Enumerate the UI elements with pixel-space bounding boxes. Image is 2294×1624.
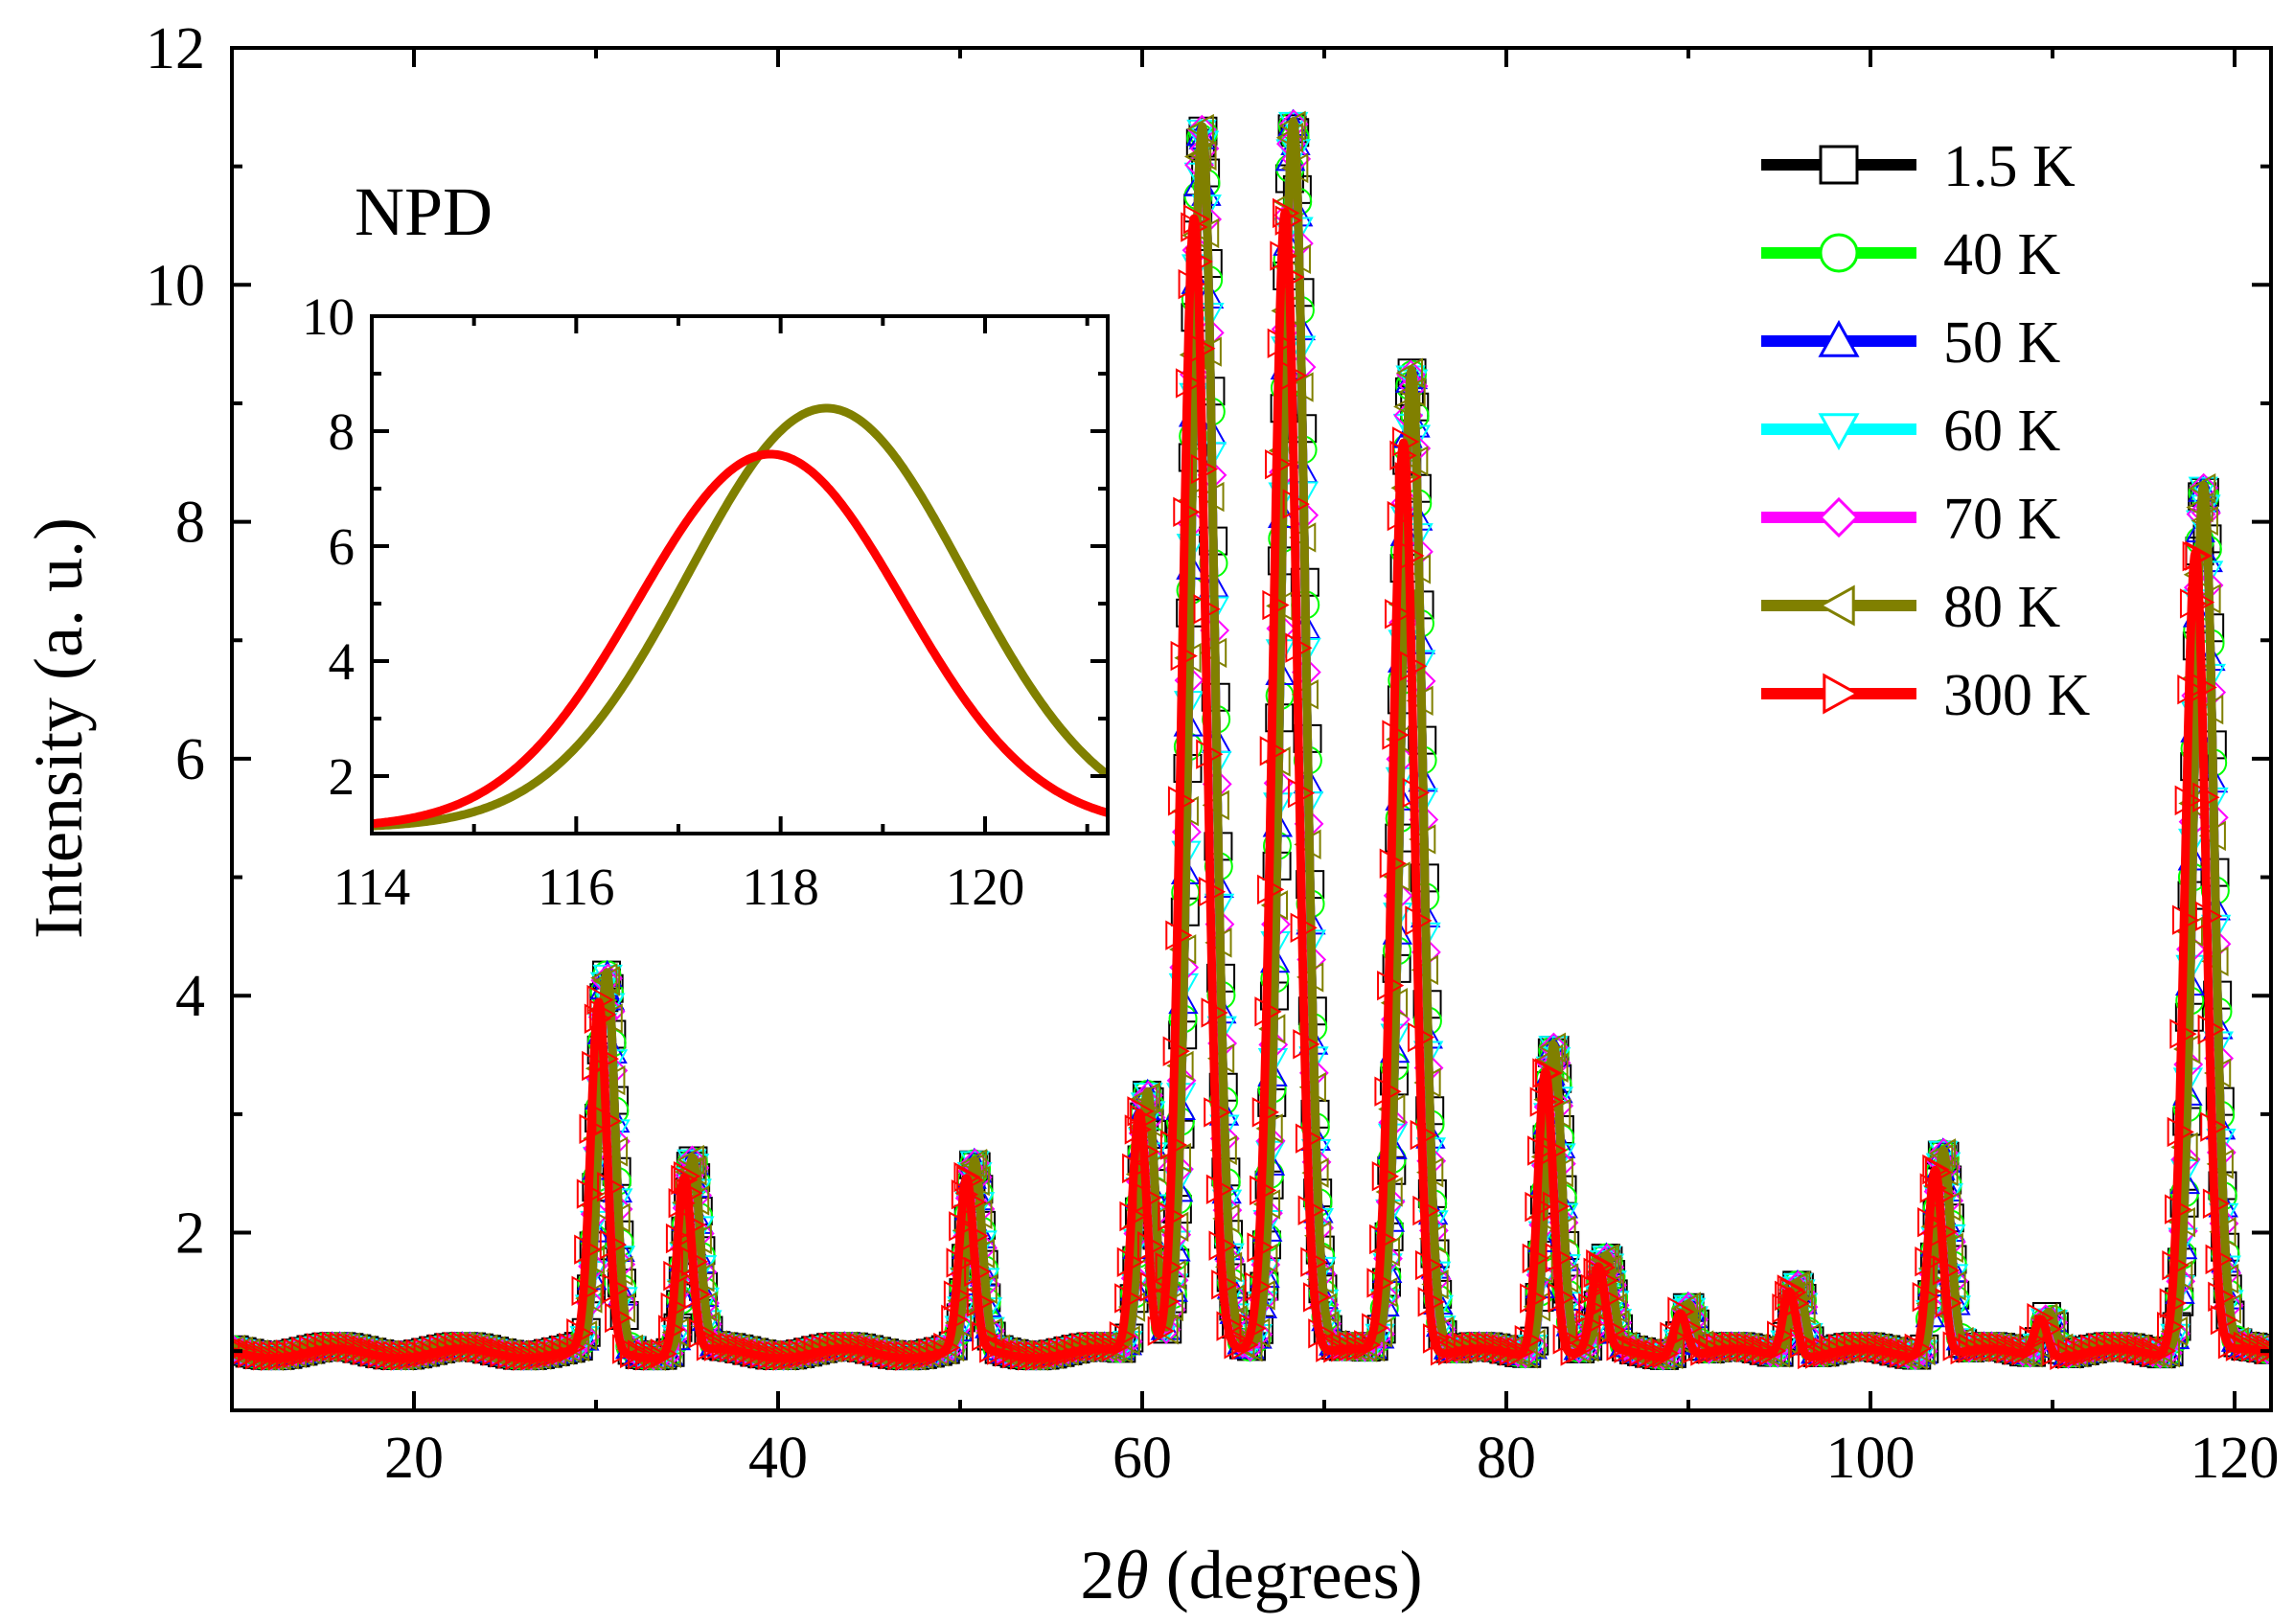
x-tick-label: 100: [1826, 1426, 1915, 1491]
legend-label: 50 K: [1943, 310, 2061, 376]
inset-y-tick-label: 2: [329, 747, 356, 806]
y-tick-label: 8: [175, 491, 205, 556]
y-axis-title: Intensity (a. u.): [20, 517, 97, 939]
legend-marker: [1817, 584, 1855, 627]
legend-label: 1.5 K: [1943, 134, 2076, 199]
main-ticks: 20 40 60 80 100 120 2 4 6 8 10 12: [146, 16, 2280, 1491]
inset-x-tick-label: 116: [538, 858, 614, 916]
legend-item: 50 K: [1761, 310, 2061, 376]
inset-y-tick-label: 4: [329, 632, 356, 691]
legend-label: 40 K: [1943, 222, 2061, 287]
y-tick-label: 4: [175, 964, 205, 1029]
x-axis-title-suffix: (degrees): [1149, 1537, 1423, 1613]
legend-marker: [1818, 496, 1860, 538]
y-tick-label: 6: [175, 727, 205, 792]
x-tick-label: 120: [2191, 1426, 2280, 1491]
inset-y-tick-label: 8: [329, 402, 356, 461]
inset-ticks: 114 116 118 120 2 4 6 8 10: [302, 287, 1108, 916]
legend-label: 70 K: [1943, 487, 2061, 552]
legend-item: 60 K: [1761, 399, 2061, 464]
inset-x-tick-label: 114: [333, 858, 410, 916]
legend-item: 40 K: [1761, 222, 2061, 287]
main-axes-frame: [230, 46, 2273, 1412]
legend-label: 300 K: [1943, 663, 2091, 728]
inset-curve: [372, 403, 1108, 831]
legend-marker: [1819, 145, 1859, 185]
inset-x-tick-label: 120: [946, 858, 1025, 916]
inset-background: [372, 316, 1108, 834]
inset-data-layer: [372, 403, 1108, 831]
y-tick-label: 12: [146, 16, 205, 81]
npd-annotation: NPD: [355, 173, 493, 250]
legend-label: 60 K: [1943, 399, 2061, 464]
legend-marker: [1819, 233, 1859, 273]
legend-marker: [1823, 673, 1861, 715]
legend-item: 1.5 K: [1761, 134, 2076, 199]
x-axis-title: 2θ (degrees): [1080, 1537, 1422, 1613]
x-tick-label: 20: [384, 1426, 444, 1491]
x-tick-label: 40: [748, 1426, 808, 1491]
legend-marker: [1818, 413, 1860, 451]
x-axis-title-theta: θ: [1114, 1537, 1148, 1613]
series-markers: [232, 197, 2271, 1371]
main-data-layer: [232, 108, 2271, 1372]
legend-marker: [1818, 319, 1860, 357]
inset-x-tick-label: 118: [742, 858, 818, 916]
x-axis-title-prefix: 2: [1080, 1537, 1114, 1613]
inset-y-tick-label: 6: [329, 517, 356, 576]
inset-axes-frame: [370, 314, 1110, 835]
inset-y-tick-label: 10: [302, 287, 355, 346]
series-300-k: [232, 197, 2271, 1371]
y-tick-label: 2: [175, 1201, 205, 1267]
legend-item: 300 K: [1761, 663, 2091, 728]
legend-label: 80 K: [1943, 575, 2061, 640]
inset-curve: [372, 449, 1108, 829]
legend-item: 80 K: [1761, 575, 2061, 640]
y-tick-label: 10: [146, 253, 205, 318]
legend: 1.5 K 40 K 50 K 60 K 70 K 80 K 300 K: [1761, 134, 2091, 728]
legend-item: 70 K: [1761, 487, 2061, 552]
x-tick-label: 60: [1113, 1426, 1172, 1491]
x-tick-label: 80: [1477, 1426, 1536, 1491]
